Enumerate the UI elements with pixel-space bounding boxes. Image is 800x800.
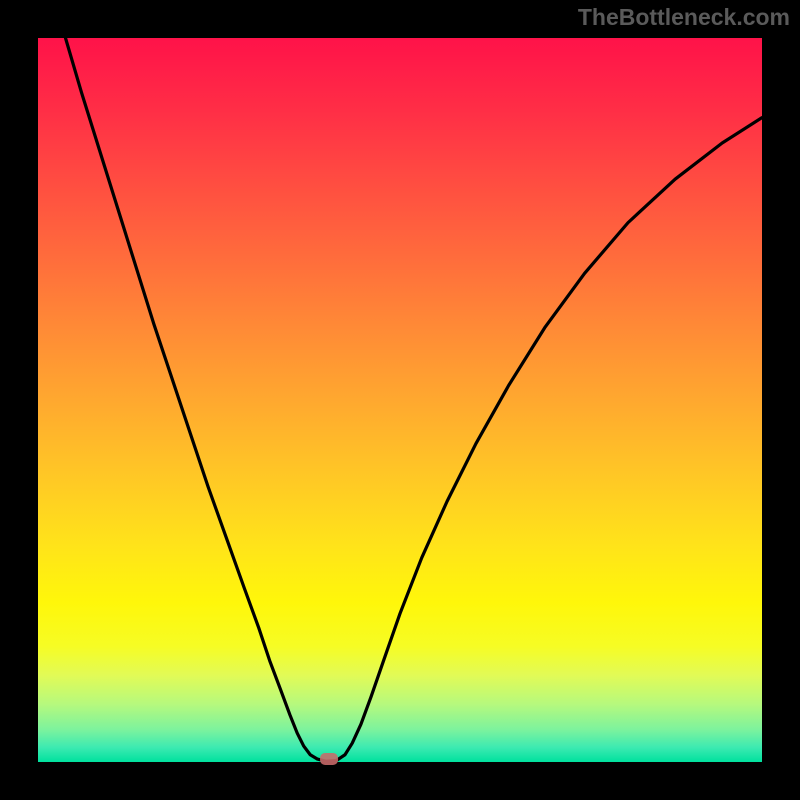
plot-background	[38, 38, 762, 762]
chart-container: TheBottleneck.com	[0, 0, 800, 800]
bottleneck-chart	[0, 0, 800, 800]
optimal-point-marker	[320, 753, 338, 765]
watermark-text: TheBottleneck.com	[578, 4, 790, 31]
